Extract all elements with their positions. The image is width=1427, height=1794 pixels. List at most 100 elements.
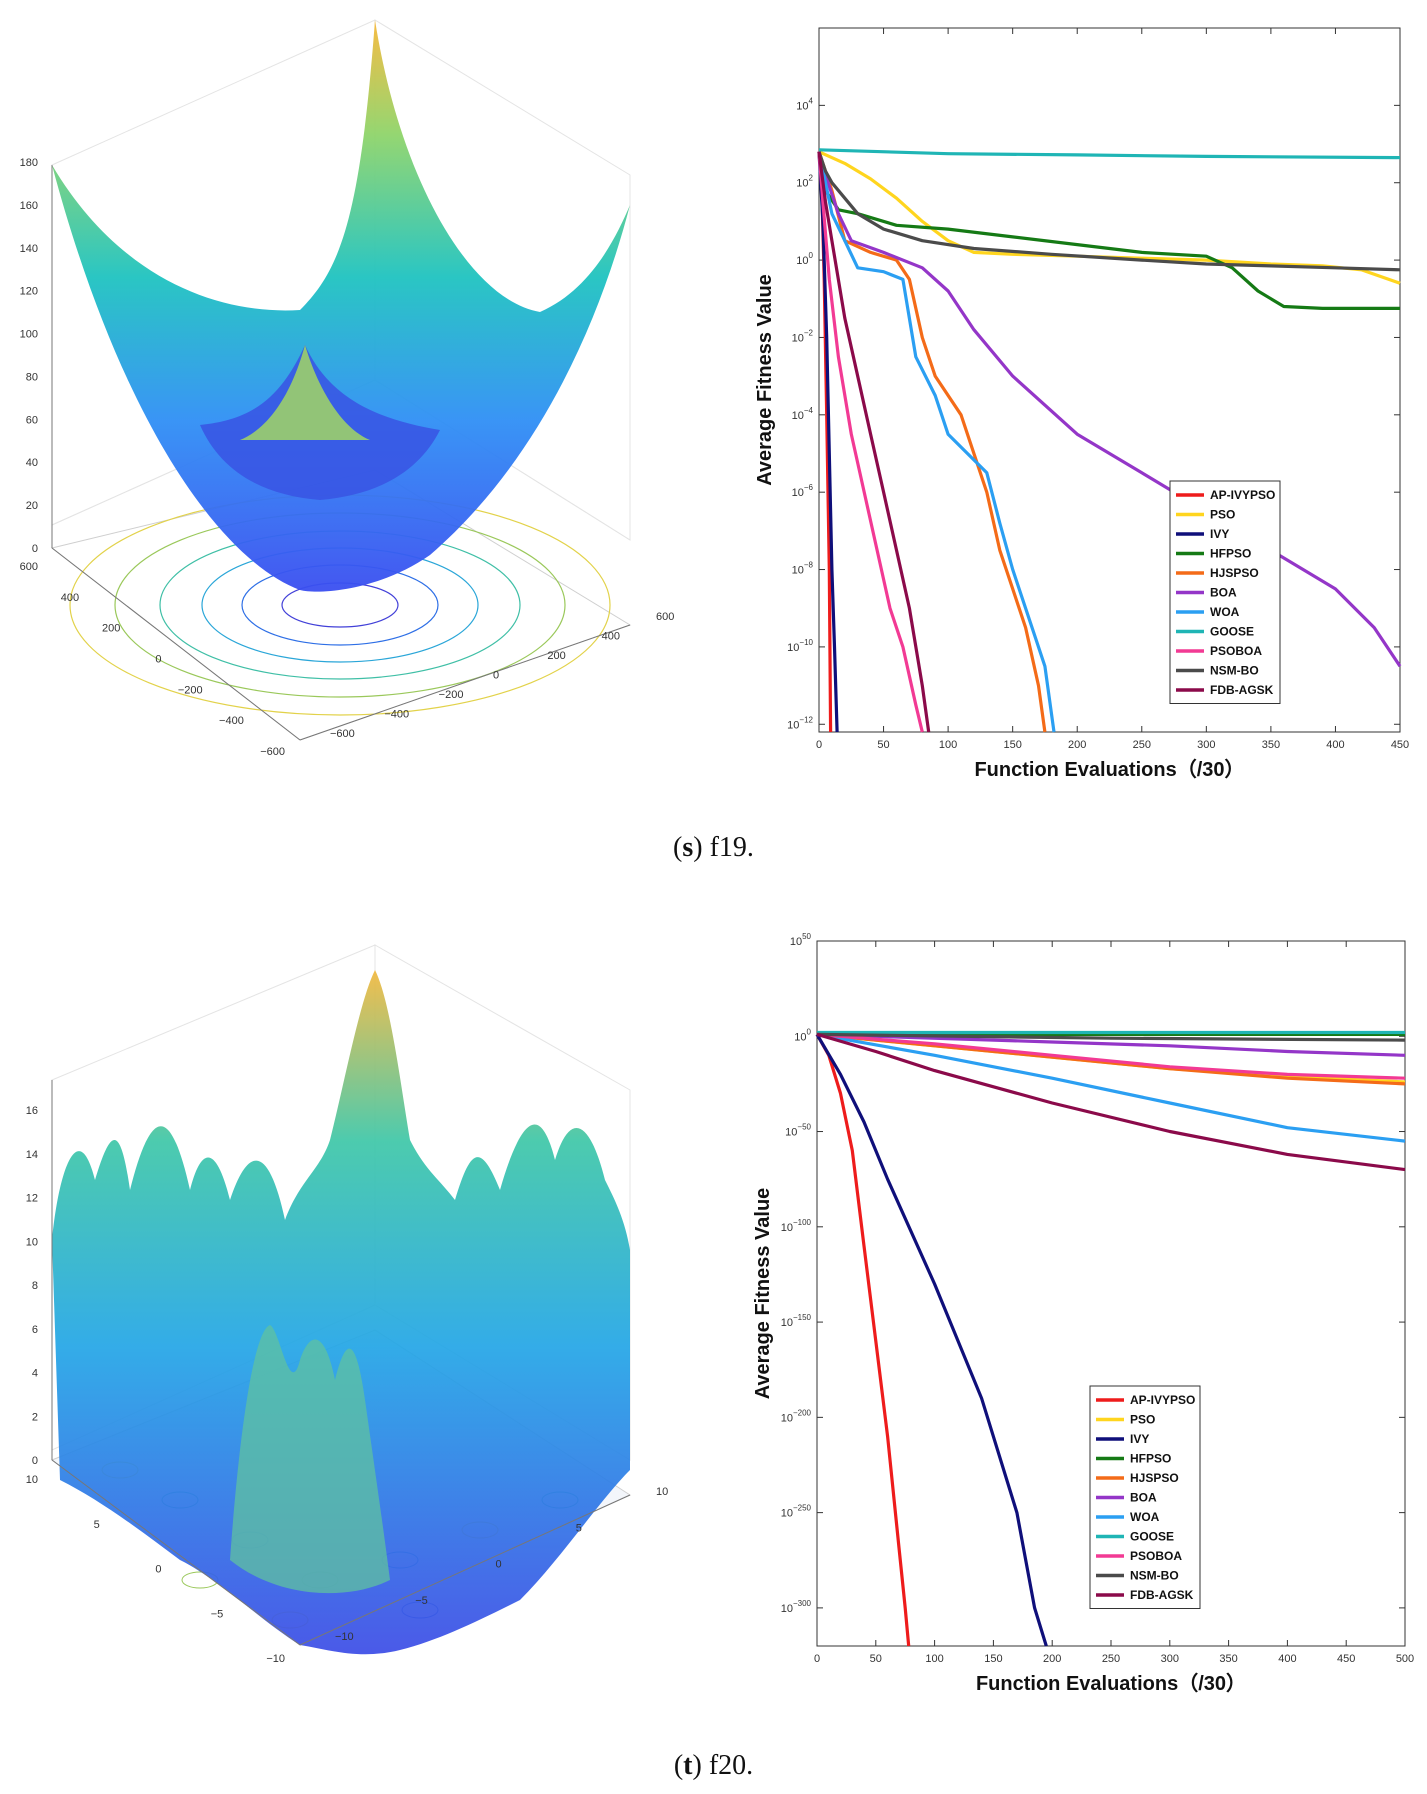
x-tick-label: 400 <box>61 592 79 604</box>
series-line-fdb-agsk <box>816 1032 1406 1172</box>
x-tick-label: 0 <box>155 654 161 666</box>
y-tick-label: 100 <box>794 1027 811 1043</box>
surface-tick-labels: 0204060801001201401601806004002000−200−4… <box>20 157 675 1665</box>
series-line-pso <box>818 150 1401 285</box>
x-tick-label: 300 <box>1161 1653 1179 1665</box>
y-tick-label: 10−300 <box>781 1599 812 1615</box>
legend-label: IVY <box>1130 1432 1149 1446</box>
legend-label: BOA <box>1210 586 1237 600</box>
x-tick-label: 350 <box>1262 739 1280 751</box>
x-tick-label: 350 <box>1219 1653 1237 1665</box>
legend-label: PSO <box>1210 508 1235 522</box>
x-tick-label: 500 <box>1396 1653 1414 1665</box>
surface-waves <box>52 970 630 1655</box>
x-tick-label: −600 <box>260 746 285 758</box>
legend-label: NSM-BO <box>1210 664 1259 678</box>
series-line-hfpso <box>817 151 1400 310</box>
x-tick-label: 200 <box>102 623 120 635</box>
y-tick-label: 10−100 <box>781 1218 812 1234</box>
legend-label: NSM-BO <box>1130 1569 1179 1583</box>
x-tick-label: 50 <box>877 739 889 751</box>
x-tick-label: 200 <box>1068 739 1086 751</box>
y-tick-label: 10−150 <box>781 1313 812 1329</box>
legend-label: WOA <box>1130 1510 1160 1524</box>
x-tick-label: 200 <box>1043 1653 1061 1665</box>
z-tick-label: 20 <box>26 500 38 512</box>
z-tick-label: 120 <box>20 286 38 298</box>
y-tick-label: 10−10 <box>787 638 813 654</box>
surface-front-peak <box>240 345 370 440</box>
x-tick-label: 450 <box>1337 1653 1355 1665</box>
z-tick-label: 100 <box>20 329 38 341</box>
caption-f20: (t) f20. <box>673 1750 754 1781</box>
y-tick-label: 0 <box>496 1559 502 1571</box>
caption-letter: t <box>683 1750 693 1781</box>
z-tick-label: 60 <box>26 414 38 426</box>
series-line-woa <box>816 1032 1406 1143</box>
series-line-psoboa <box>817 151 924 733</box>
y-tick-label: 400 <box>602 631 620 643</box>
legend-label: BOA <box>1130 1491 1157 1505</box>
y-axis-label: Average Fitness Value <box>754 274 776 486</box>
x-tick-label: 100 <box>925 1653 943 1665</box>
y-tick-label: 10−12 <box>787 715 813 731</box>
x-tick-label: 0 <box>155 1564 161 1576</box>
plot-area <box>818 27 1401 733</box>
series-line-boa <box>816 1032 1406 1057</box>
y-axis-label: Average Fitness Value <box>752 1188 774 1400</box>
surface-front-peaks <box>230 1325 390 1594</box>
x-tick-label: 450 <box>1391 739 1409 751</box>
y-tick-label: 102 <box>796 174 813 190</box>
z-tick-label: 80 <box>26 371 38 383</box>
legend-box <box>1089 1385 1201 1609</box>
z-tick-label: 160 <box>20 200 38 212</box>
series-line-psoboa <box>816 1032 1406 1080</box>
y-tick-label: −400 <box>384 709 409 721</box>
x-tick-label: 0 <box>816 739 822 751</box>
legend-label: FDB-AGSK <box>1210 683 1274 697</box>
y-tick-label: −5 <box>415 1595 428 1607</box>
series-line-hjspso <box>817 151 1047 733</box>
y-tick-label: 10−2 <box>792 328 814 344</box>
legend-label: FDB-AGSK <box>1130 1588 1194 1602</box>
z-tick-label: 6 <box>32 1324 38 1336</box>
series-line-ivy <box>815 1033 1048 1647</box>
y-tick-label: 10−4 <box>792 406 814 422</box>
x-tick-label: −200 <box>178 684 203 696</box>
z-tick-label: 12 <box>26 1193 38 1205</box>
convergence-chart-f20: 0 50 100 150 200 250 300 350 400 450 500 10−300 10−2… <box>752 932 1414 1695</box>
x-axis-label: Function Evaluations（/30） <box>974 758 1244 781</box>
legend-label: PSO <box>1130 1413 1155 1427</box>
z-tick-label: 0 <box>32 1455 38 1467</box>
legend: AP-IVYPSO PSO IVY HFPSO HJSPSO BOA WOA GOOSE PSO… <box>1169 480 1281 704</box>
y-tick-label: 104 <box>796 96 813 112</box>
x-tick-label: 0 <box>814 1653 820 1665</box>
z-tick-label: 4 <box>32 1368 38 1380</box>
y-tick-label: 10−250 <box>781 1504 812 1520</box>
z-tick-label: 8 <box>32 1280 38 1292</box>
y-tick-label: 10−200 <box>781 1408 812 1424</box>
y-tick-label: 1050 <box>790 932 812 948</box>
x-tick-label: 400 <box>1326 739 1344 751</box>
z-tick-label: 10 <box>26 1236 38 1248</box>
x-tick-label: −10 <box>266 1653 285 1665</box>
x-tick-label: 300 <box>1197 739 1215 751</box>
legend-label: GOOSE <box>1210 625 1254 639</box>
convergence-chart-f19: 0 50 100 150 200 250 300 350 400 450 10−12 10−10 10−… <box>754 27 1409 781</box>
legend-label: IVY <box>1210 527 1229 541</box>
legend-label: PSOBOA <box>1210 644 1262 658</box>
legend-label: GOOSE <box>1130 1530 1174 1544</box>
y-tick-label: 0 <box>493 670 499 682</box>
z-tick-label: 180 <box>20 157 38 169</box>
legend-label: PSOBOA <box>1130 1549 1182 1563</box>
legend-label: HJSPSO <box>1210 566 1259 580</box>
x-tick-label: 150 <box>1003 739 1021 751</box>
x-tick-label: 10 <box>26 1474 38 1486</box>
y-tick-label: −600 <box>330 728 355 740</box>
surface-plot-f20 <box>50 944 632 1655</box>
x-tick-label: 150 <box>984 1653 1002 1665</box>
caption-text: f19. <box>702 832 754 863</box>
y-tick-label: 200 <box>547 650 565 662</box>
y-tick-label: 100 <box>796 251 813 267</box>
